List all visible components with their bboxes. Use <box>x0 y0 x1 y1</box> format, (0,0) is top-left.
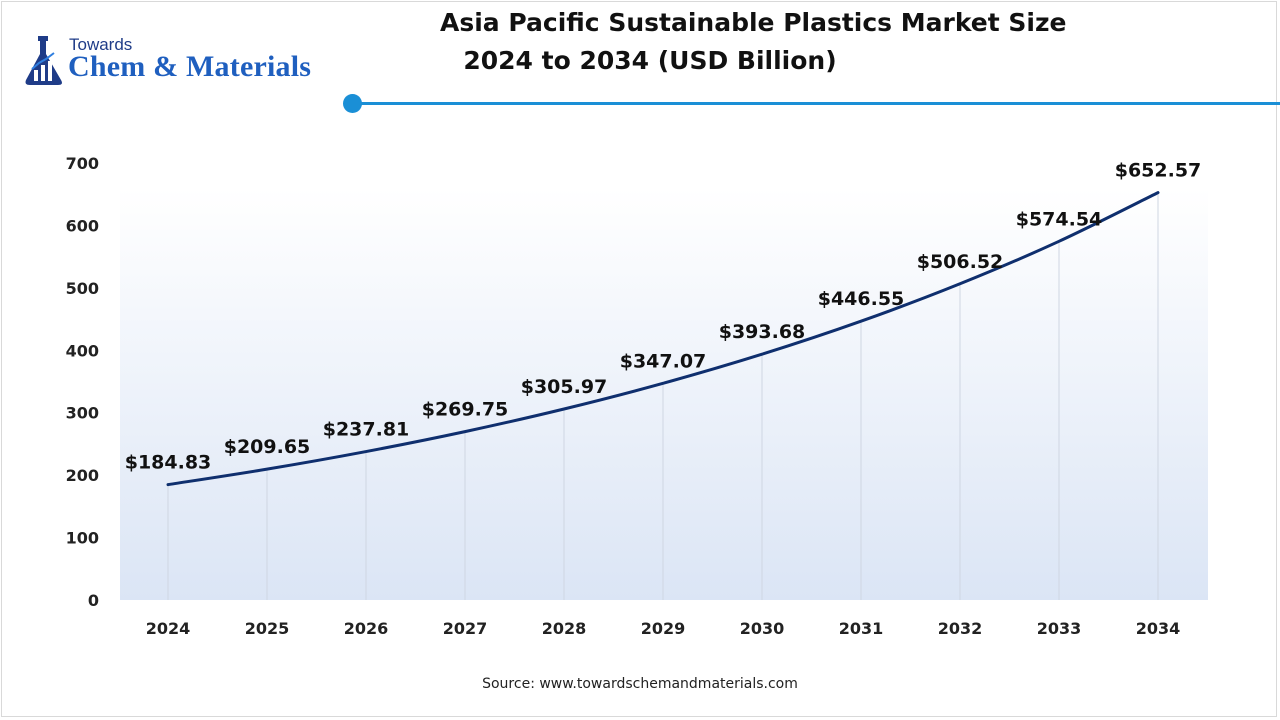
y-tick-label: 400 <box>66 341 99 360</box>
data-label: $506.52 <box>917 251 1004 273</box>
data-label: $184.83 <box>125 452 212 474</box>
x-tick-label: 2028 <box>542 619 587 638</box>
x-tick-label: 2024 <box>146 619 191 638</box>
x-tick-label: 2034 <box>1136 619 1181 638</box>
y-tick-label: 700 <box>66 154 99 173</box>
chart-title-line-2: 2024 to 2034 (USD Billion) <box>463 46 837 75</box>
data-label: $209.65 <box>224 436 311 458</box>
data-label: $446.55 <box>818 288 905 310</box>
x-tick-label: 2033 <box>1037 619 1082 638</box>
flask-bar-chart-icon <box>25 36 62 85</box>
x-tick-label: 2032 <box>938 619 983 638</box>
x-tick-label: 2026 <box>344 619 389 638</box>
data-label: $237.81 <box>323 419 410 441</box>
y-tick-label: 500 <box>66 279 99 298</box>
brand-large-text: Chem & Materials <box>68 50 312 83</box>
y-tick-label: 600 <box>66 216 99 235</box>
header-accent-dot <box>343 94 362 113</box>
y-tick-label: 300 <box>66 404 99 423</box>
x-tick-label: 2031 <box>839 619 884 638</box>
data-label: $347.07 <box>620 350 707 372</box>
y-tick-label: 100 <box>66 529 99 548</box>
data-label: $269.75 <box>422 399 509 421</box>
header-accent-rule <box>352 102 1280 105</box>
brand-small-text: Towards <box>69 35 133 54</box>
x-tick-label: 2030 <box>740 619 785 638</box>
data-label: $305.97 <box>521 376 608 398</box>
data-label: $574.54 <box>1016 208 1103 230</box>
source-note: Source: www.towardschemandmaterials.com <box>482 676 798 692</box>
brand-logo: Towards Chem & Materials <box>20 34 340 90</box>
y-tick-label: 200 <box>66 466 99 485</box>
plot-area <box>120 188 1208 600</box>
data-label: $652.57 <box>1115 160 1202 182</box>
y-tick-label: 0 <box>88 591 99 610</box>
x-tick-label: 2027 <box>443 619 488 638</box>
data-label: $393.68 <box>719 321 806 343</box>
series-line <box>166 191 1160 487</box>
x-tick-label: 2029 <box>641 619 686 638</box>
x-tick-label: 2025 <box>245 619 290 638</box>
